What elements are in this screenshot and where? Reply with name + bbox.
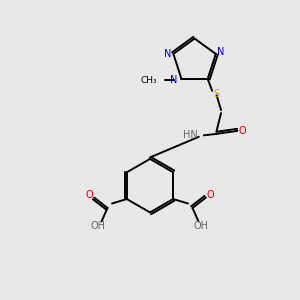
Text: O: O — [86, 190, 94, 200]
Text: N: N — [170, 75, 178, 85]
Text: S: S — [214, 89, 220, 99]
Text: O: O — [239, 126, 247, 136]
Text: N: N — [164, 49, 172, 59]
Text: OH: OH — [194, 221, 209, 231]
Text: OH: OH — [91, 221, 106, 231]
Text: CH₃: CH₃ — [140, 76, 157, 85]
Text: N: N — [218, 47, 225, 58]
Text: HN: HN — [182, 130, 197, 140]
Text: O: O — [206, 190, 214, 200]
